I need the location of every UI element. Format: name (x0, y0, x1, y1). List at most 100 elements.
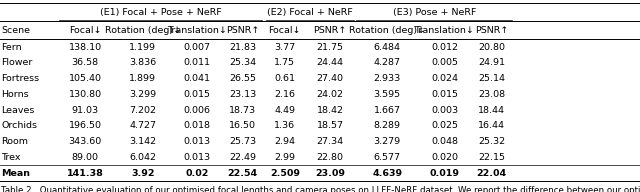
Text: 2.99: 2.99 (275, 153, 295, 162)
Text: 18.73: 18.73 (229, 106, 256, 115)
Text: 21.83: 21.83 (229, 43, 256, 52)
Text: 21.75: 21.75 (317, 43, 344, 52)
Text: 22.04: 22.04 (476, 169, 507, 178)
Text: 2.509: 2.509 (270, 169, 300, 178)
Text: Focal↓: Focal↓ (69, 26, 101, 35)
Text: 7.202: 7.202 (129, 106, 156, 115)
Text: 6.577: 6.577 (374, 153, 401, 162)
Text: (E3) Pose + NeRF: (E3) Pose + NeRF (392, 7, 476, 17)
Text: 0.013: 0.013 (184, 153, 211, 162)
Text: 141.38: 141.38 (67, 169, 104, 178)
Text: 1.199: 1.199 (129, 43, 156, 52)
Text: 26.55: 26.55 (229, 74, 256, 83)
Text: 0.013: 0.013 (184, 137, 211, 146)
Text: 138.10: 138.10 (68, 43, 102, 52)
Text: Focal↓: Focal↓ (269, 26, 301, 35)
Text: 27.40: 27.40 (317, 74, 344, 83)
Text: 22.49: 22.49 (229, 153, 256, 162)
Text: Rotation (deg)↓: Rotation (deg)↓ (349, 26, 425, 35)
Text: 196.50: 196.50 (68, 122, 102, 130)
Text: 23.08: 23.08 (478, 90, 505, 99)
Text: PSNR↑: PSNR↑ (314, 26, 347, 35)
Text: 18.42: 18.42 (317, 106, 344, 115)
Text: 3.595: 3.595 (374, 90, 401, 99)
Text: 22.80: 22.80 (317, 153, 344, 162)
Text: 343.60: 343.60 (68, 137, 102, 146)
Text: 3.836: 3.836 (129, 59, 156, 67)
Text: Table 2.  Quantitative evaluation of our optimised focal lengths and camera pose: Table 2. Quantitative evaluation of our … (1, 186, 640, 192)
Text: 25.34: 25.34 (229, 59, 256, 67)
Text: 6.484: 6.484 (374, 43, 401, 52)
Text: 0.003: 0.003 (431, 106, 458, 115)
Text: 0.015: 0.015 (431, 90, 458, 99)
Text: 18.44: 18.44 (478, 106, 505, 115)
Text: Room: Room (1, 137, 28, 146)
Text: 0.019: 0.019 (429, 169, 460, 178)
Text: 23.13: 23.13 (229, 90, 256, 99)
Text: 0.024: 0.024 (431, 74, 458, 83)
Text: 2.933: 2.933 (374, 74, 401, 83)
Text: 4.49: 4.49 (275, 106, 295, 115)
Text: Orchids: Orchids (1, 122, 37, 130)
Text: 25.14: 25.14 (478, 74, 505, 83)
Text: Flower: Flower (1, 59, 33, 67)
Text: 24.91: 24.91 (478, 59, 505, 67)
Text: 130.80: 130.80 (68, 90, 102, 99)
Text: 0.005: 0.005 (431, 59, 458, 67)
Text: Rotation (deg)↓: Rotation (deg)↓ (105, 26, 180, 35)
Text: 0.012: 0.012 (431, 43, 458, 52)
Text: (E2) Focal + NeRF: (E2) Focal + NeRF (267, 7, 353, 17)
Text: 23.09: 23.09 (316, 169, 345, 178)
Text: 3.92: 3.92 (131, 169, 154, 178)
Text: 16.50: 16.50 (229, 122, 256, 130)
Text: 2.94: 2.94 (275, 137, 295, 146)
Text: 0.015: 0.015 (184, 90, 211, 99)
Text: Fortress: Fortress (1, 74, 40, 83)
Text: (E1) Focal + Pose + NeRF: (E1) Focal + Pose + NeRF (100, 7, 221, 17)
Text: Scene: Scene (1, 26, 30, 35)
Text: 3.77: 3.77 (274, 43, 296, 52)
Text: PSNR↑: PSNR↑ (226, 26, 259, 35)
Text: Fern: Fern (1, 43, 22, 52)
Text: 2.16: 2.16 (275, 90, 295, 99)
Text: 22.54: 22.54 (227, 169, 258, 178)
Text: 3.279: 3.279 (374, 137, 401, 146)
Text: Trex: Trex (1, 153, 20, 162)
Text: Horns: Horns (1, 90, 29, 99)
Text: 0.02: 0.02 (186, 169, 209, 178)
Text: 0.011: 0.011 (184, 59, 211, 67)
Text: 3.299: 3.299 (129, 90, 156, 99)
Text: Leaves: Leaves (1, 106, 35, 115)
Text: 24.44: 24.44 (317, 59, 344, 67)
Text: Translation↓: Translation↓ (167, 26, 227, 35)
Text: 105.40: 105.40 (68, 74, 102, 83)
Text: 0.020: 0.020 (431, 153, 458, 162)
Text: 6.042: 6.042 (129, 153, 156, 162)
Text: 18.57: 18.57 (317, 122, 344, 130)
Text: 4.727: 4.727 (129, 122, 156, 130)
Text: 16.44: 16.44 (478, 122, 505, 130)
Text: 24.02: 24.02 (317, 90, 344, 99)
Text: 1.667: 1.667 (374, 106, 401, 115)
Text: 4.639: 4.639 (372, 169, 403, 178)
Text: 20.80: 20.80 (478, 43, 505, 52)
Text: 22.15: 22.15 (478, 153, 505, 162)
Text: Translation↓: Translation↓ (415, 26, 474, 35)
Text: 25.32: 25.32 (478, 137, 505, 146)
Text: 4.287: 4.287 (374, 59, 401, 67)
Text: 0.048: 0.048 (431, 137, 458, 146)
Text: PSNR↑: PSNR↑ (475, 26, 508, 35)
Text: 0.61: 0.61 (275, 74, 295, 83)
Text: 91.03: 91.03 (72, 106, 99, 115)
Text: 0.018: 0.018 (184, 122, 211, 130)
Text: 89.00: 89.00 (72, 153, 99, 162)
Text: 8.289: 8.289 (374, 122, 401, 130)
Text: 1.36: 1.36 (274, 122, 296, 130)
Text: 3.142: 3.142 (129, 137, 156, 146)
Text: 1.899: 1.899 (129, 74, 156, 83)
Text: Mean: Mean (1, 169, 30, 178)
Text: 0.025: 0.025 (431, 122, 458, 130)
Text: 25.73: 25.73 (229, 137, 256, 146)
Text: 0.041: 0.041 (184, 74, 211, 83)
Text: 0.007: 0.007 (184, 43, 211, 52)
